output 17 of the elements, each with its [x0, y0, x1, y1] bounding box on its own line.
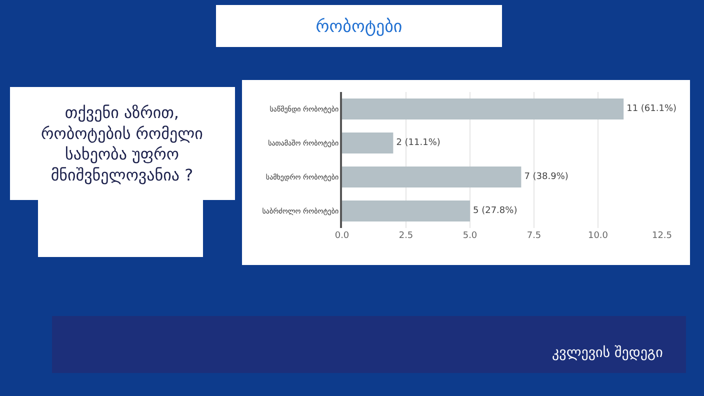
- bar: [342, 98, 624, 120]
- bar: [342, 200, 470, 222]
- data-label: 2 (11.1%): [396, 138, 440, 148]
- x-tick-label: 10.0: [588, 231, 608, 241]
- data-label: 5 (27.8%): [473, 206, 518, 216]
- chart-title: რობოტები: [316, 16, 402, 37]
- x-tick-label: 7.5: [526, 231, 542, 241]
- x-tick-label: 5.0: [462, 231, 478, 241]
- data-label: 7 (38.9%): [524, 172, 568, 182]
- x-tick-label: 0.0: [334, 231, 350, 241]
- x-tick-label: 12.5: [652, 231, 672, 241]
- bar: [342, 166, 522, 188]
- text: კვლევის შედეგი: [552, 345, 663, 361]
- bar: [342, 132, 394, 154]
- data-label: 11 (61.1%): [626, 104, 677, 114]
- text: თქვენი აზრით, რობოტების რომელი სახეობა უფრო მნიშვნელოვანია ?: [41, 103, 203, 184]
- x-tick-label: 2.5: [398, 231, 414, 241]
